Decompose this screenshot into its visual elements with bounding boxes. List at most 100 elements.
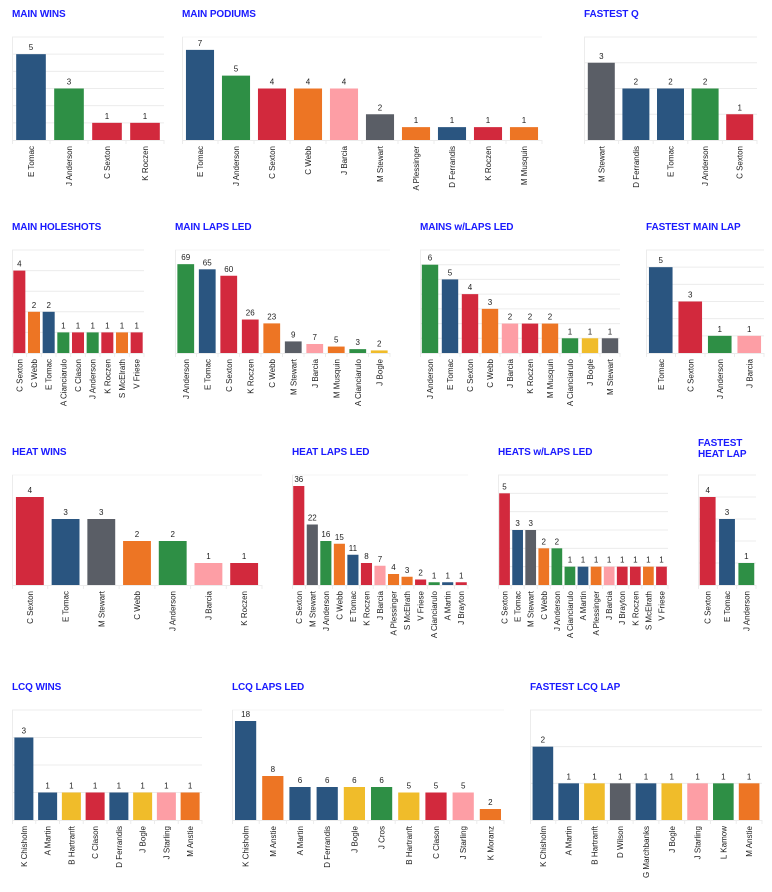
bar[interactable] — [425, 792, 447, 821]
bar[interactable] — [87, 519, 116, 585]
bar[interactable] — [509, 127, 539, 140]
bar[interactable] — [158, 541, 187, 585]
bar[interactable] — [401, 576, 413, 585]
bar[interactable] — [374, 565, 386, 585]
bar[interactable] — [541, 323, 559, 353]
bar[interactable] — [130, 122, 160, 140]
bar[interactable] — [719, 519, 735, 585]
bar[interactable] — [738, 563, 755, 585]
bar[interactable] — [577, 566, 589, 585]
bar[interactable] — [14, 737, 34, 821]
bar[interactable] — [86, 332, 99, 353]
bar[interactable] — [109, 792, 129, 821]
bar[interactable] — [194, 563, 223, 585]
bar[interactable] — [622, 88, 650, 141]
bar[interactable] — [738, 783, 760, 820]
bar[interactable] — [101, 332, 114, 353]
bar[interactable] — [365, 114, 395, 140]
bar[interactable] — [51, 519, 80, 585]
bar[interactable] — [220, 275, 238, 353]
bar[interactable] — [349, 349, 367, 353]
bar[interactable] — [481, 308, 499, 353]
bar[interactable] — [499, 493, 510, 585]
bar[interactable] — [293, 88, 323, 141]
bar[interactable] — [343, 787, 366, 820]
bar[interactable] — [473, 127, 503, 140]
bar[interactable] — [616, 566, 628, 585]
bar[interactable] — [370, 787, 393, 820]
bar[interactable] — [629, 566, 641, 585]
bar[interactable] — [558, 783, 579, 820]
bar[interactable] — [713, 783, 734, 820]
bar[interactable] — [15, 497, 44, 585]
bar[interactable] — [230, 563, 259, 585]
bar[interactable] — [561, 338, 579, 353]
bar[interactable] — [398, 792, 420, 821]
bar[interactable] — [737, 335, 762, 353]
bar[interactable] — [234, 721, 257, 820]
bar[interactable] — [333, 543, 345, 585]
bar[interactable] — [461, 294, 479, 353]
bar[interactable] — [601, 338, 619, 353]
bar[interactable] — [85, 792, 105, 821]
bar[interactable] — [678, 301, 703, 354]
bar[interactable] — [284, 341, 302, 353]
bar[interactable] — [564, 566, 576, 585]
bar[interactable] — [370, 350, 388, 353]
bar[interactable] — [699, 497, 716, 585]
bar[interactable] — [415, 579, 427, 586]
bar[interactable] — [452, 792, 474, 821]
bar[interactable] — [316, 787, 338, 820]
bar[interactable] — [442, 582, 454, 585]
bar[interactable] — [581, 338, 599, 353]
bar[interactable] — [691, 88, 719, 141]
bar[interactable] — [61, 792, 81, 821]
bar[interactable] — [643, 566, 654, 585]
bar[interactable] — [421, 264, 439, 353]
bar[interactable] — [657, 88, 684, 141]
bar[interactable] — [656, 566, 667, 585]
bar[interactable] — [262, 776, 284, 820]
bar[interactable] — [241, 319, 259, 353]
bar[interactable] — [538, 548, 550, 585]
bar[interactable] — [347, 554, 359, 585]
bar[interactable] — [13, 270, 26, 353]
bar[interactable] — [71, 332, 85, 353]
bar[interactable] — [387, 574, 400, 585]
bar[interactable] — [551, 548, 563, 585]
bar[interactable] — [130, 332, 143, 353]
bar[interactable] — [455, 582, 467, 585]
bar[interactable] — [726, 114, 754, 140]
bar[interactable] — [687, 783, 708, 820]
bar[interactable] — [327, 346, 345, 353]
bar[interactable] — [603, 566, 615, 585]
bar[interactable] — [123, 541, 151, 585]
bar[interactable] — [263, 323, 281, 353]
bar[interactable] — [521, 323, 539, 353]
bar[interactable] — [661, 783, 683, 820]
bar[interactable] — [329, 88, 359, 141]
bar[interactable] — [584, 783, 605, 820]
bar[interactable] — [707, 335, 732, 353]
bar[interactable] — [57, 332, 70, 353]
bar[interactable] — [635, 783, 657, 820]
bar[interactable] — [306, 343, 324, 353]
bar[interactable] — [27, 311, 41, 353]
bar[interactable] — [115, 332, 129, 353]
bar[interactable] — [587, 62, 615, 140]
bar[interactable] — [428, 582, 440, 585]
bar[interactable] — [38, 792, 58, 821]
bar[interactable] — [360, 563, 373, 585]
bar[interactable] — [16, 54, 46, 140]
bar[interactable] — [320, 541, 332, 585]
bar[interactable] — [54, 88, 84, 141]
bar[interactable] — [198, 269, 216, 353]
bar[interactable] — [441, 279, 459, 353]
bar[interactable] — [257, 88, 287, 141]
bar[interactable] — [401, 127, 431, 140]
bar[interactable] — [42, 311, 55, 353]
bar[interactable] — [177, 264, 195, 353]
bar[interactable] — [512, 530, 523, 585]
bar[interactable] — [609, 783, 631, 820]
bar[interactable] — [185, 49, 215, 140]
